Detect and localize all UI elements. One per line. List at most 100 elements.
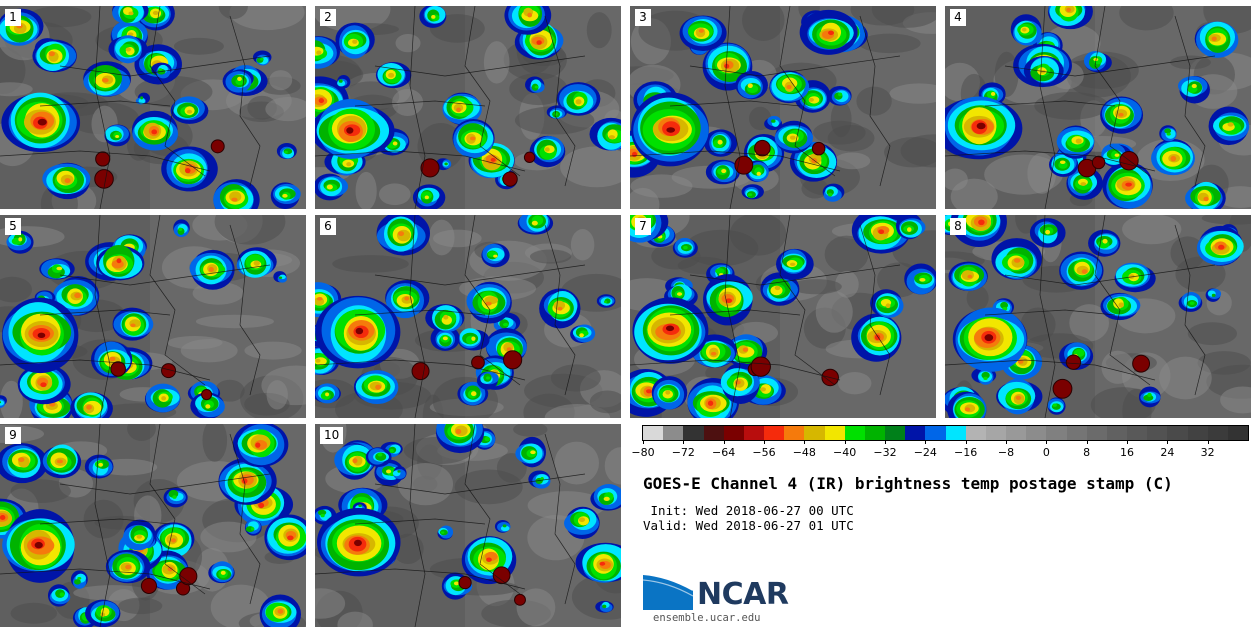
state-border bbox=[464, 424, 521, 595]
state-border bbox=[984, 309, 1116, 316]
cloud-top bbox=[721, 168, 727, 174]
cloud-haze bbox=[244, 341, 302, 360]
state-border bbox=[544, 224, 576, 396]
panel-number-label: 10 bbox=[320, 427, 344, 444]
cloud-top bbox=[1125, 182, 1132, 187]
cloud-top bbox=[1211, 36, 1217, 41]
cloud-haze bbox=[966, 285, 989, 311]
forecast-panel-9: 9 bbox=[0, 424, 306, 627]
cloud-top bbox=[1128, 274, 1135, 279]
cloud-top bbox=[158, 68, 163, 71]
panel-number-label: 3 bbox=[635, 9, 651, 26]
cloud-top bbox=[470, 136, 476, 141]
colorbar-tick-label: −56 bbox=[752, 446, 776, 459]
colorbar-tick bbox=[1046, 440, 1048, 444]
cloud-top bbox=[575, 99, 582, 105]
state-border bbox=[544, 15, 576, 187]
cloud-top bbox=[774, 285, 781, 291]
storm-cell bbox=[140, 577, 158, 595]
cloud-top bbox=[284, 150, 288, 154]
state-border bbox=[409, 424, 426, 627]
cloud-haze bbox=[200, 521, 257, 553]
state-border bbox=[1094, 6, 1151, 177]
cloud-haze bbox=[790, 279, 842, 295]
cloud-top bbox=[919, 277, 926, 282]
state-border bbox=[0, 568, 211, 590]
cloud-top bbox=[486, 557, 492, 562]
cloud-haze bbox=[337, 611, 373, 627]
state-border bbox=[374, 55, 586, 77]
cloud-top bbox=[683, 245, 688, 250]
cloud-haze bbox=[395, 33, 421, 53]
cloud-haze bbox=[1020, 307, 1056, 342]
cloud-haze bbox=[1170, 236, 1205, 270]
state-border bbox=[464, 215, 521, 386]
colorbar-tick bbox=[723, 440, 725, 444]
cloud-top bbox=[258, 502, 265, 509]
storm-cell bbox=[523, 151, 536, 164]
cloud-top bbox=[453, 581, 460, 586]
cloud-top bbox=[756, 171, 761, 176]
state-border bbox=[354, 518, 486, 525]
cloud-top bbox=[1015, 395, 1022, 400]
colorbar-segment bbox=[844, 426, 865, 440]
cloud-top bbox=[735, 380, 741, 385]
colorbar-segment bbox=[683, 426, 704, 440]
forecast-panel-7: 7 bbox=[630, 215, 936, 418]
state-border bbox=[374, 473, 586, 495]
colorbar-segment bbox=[1086, 426, 1107, 440]
cloud-top bbox=[59, 592, 65, 597]
cloud-haze bbox=[1034, 91, 1109, 120]
cloud-top bbox=[789, 262, 796, 266]
state-border bbox=[315, 150, 526, 172]
cloud-top bbox=[760, 387, 766, 392]
colorbar-segment bbox=[905, 426, 926, 440]
cloud-top bbox=[100, 612, 106, 617]
cloud-top bbox=[151, 129, 158, 135]
cloud-top bbox=[138, 98, 146, 104]
state-border bbox=[724, 6, 741, 209]
cloud-haze bbox=[835, 270, 859, 298]
cloud-haze bbox=[10, 479, 71, 503]
logo-url: ensemble.ucar.edu bbox=[653, 612, 761, 624]
cloud-top bbox=[967, 274, 973, 279]
cloud-top bbox=[386, 469, 392, 474]
cloud-top bbox=[808, 97, 814, 102]
cloud-top bbox=[602, 604, 607, 609]
cloud-top bbox=[536, 40, 542, 45]
cloud-top bbox=[220, 570, 226, 575]
cloud-top bbox=[404, 296, 410, 301]
cloud-top bbox=[352, 39, 358, 44]
cloud-top bbox=[0, 514, 6, 520]
cloud-haze bbox=[10, 602, 58, 624]
state-border bbox=[0, 150, 211, 172]
panel-number-label: 4 bbox=[950, 9, 966, 26]
cloud-top bbox=[827, 192, 833, 197]
logo-name: NCAR bbox=[697, 577, 789, 612]
cloud-top bbox=[490, 157, 496, 162]
ir-map-6 bbox=[315, 215, 621, 418]
ir-map-7 bbox=[630, 215, 936, 418]
cloud-haze bbox=[1119, 6, 1174, 31]
colorbar-tick-label: −48 bbox=[792, 446, 816, 459]
forecast-panel-2: 2 bbox=[315, 6, 621, 209]
cloud-top bbox=[502, 322, 509, 327]
cloud-top bbox=[885, 303, 891, 309]
state-border bbox=[464, 6, 521, 177]
cloud-top bbox=[184, 168, 191, 174]
cloud-top bbox=[424, 195, 429, 200]
storm-cell bbox=[161, 363, 177, 379]
colorbar-tick-label: 32 bbox=[1200, 446, 1215, 459]
cloud-top bbox=[500, 525, 510, 532]
state-border bbox=[779, 215, 836, 386]
cloud-top bbox=[665, 325, 675, 332]
cloud-top bbox=[1166, 132, 1171, 136]
cloud-haze bbox=[604, 447, 621, 485]
cloud-top bbox=[205, 404, 211, 409]
cloud-top bbox=[260, 57, 264, 61]
cloud-haze bbox=[589, 390, 621, 414]
cloud-top bbox=[1066, 7, 1072, 12]
storm-cell bbox=[420, 158, 440, 178]
cloud-top bbox=[747, 83, 753, 89]
cloud-haze bbox=[417, 122, 465, 170]
